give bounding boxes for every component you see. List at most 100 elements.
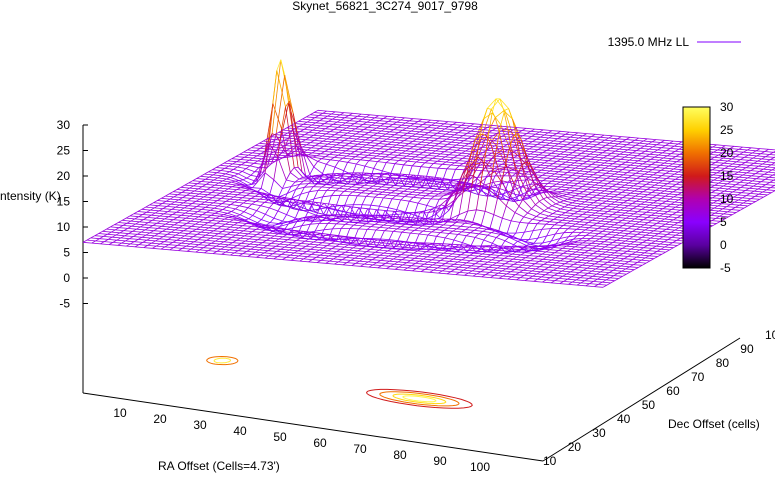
mesh-segment: [455, 137, 460, 141]
mesh-segment: [392, 173, 397, 176]
mesh-segment: [118, 222, 127, 224]
mesh-segment: [174, 199, 179, 203]
mesh-segment: [365, 114, 371, 118]
mesh-segment: [380, 153, 390, 155]
mesh-segment: [541, 141, 550, 144]
mesh-segment: [484, 210, 494, 215]
mesh-segment: [369, 243, 379, 246]
mesh-segment: [571, 147, 581, 149]
mesh-segment: [106, 226, 111, 230]
mesh-segment: [364, 165, 374, 169]
mesh-segment: [535, 133, 545, 136]
mesh-segment: [465, 257, 475, 259]
mesh-segment: [283, 149, 289, 155]
mesh-segment: [340, 142, 350, 144]
mesh-segment: [579, 165, 588, 167]
mesh-segment: [637, 183, 647, 185]
mesh-segment: [387, 222, 397, 225]
mesh-segment: [584, 252, 594, 254]
mesh-segment: [214, 182, 219, 186]
mesh-segment: [616, 262, 625, 265]
mesh-segment: [195, 193, 200, 197]
mesh-segment: [326, 138, 336, 141]
mesh-segment: [756, 150, 765, 152]
mesh-segment: [756, 178, 766, 180]
mesh-segment: [286, 125, 291, 129]
mesh-segment: [516, 279, 526, 281]
mesh-segment: [553, 190, 563, 192]
mesh-segment: [345, 251, 354, 254]
mesh-segment: [376, 181, 381, 185]
mesh-segment: [138, 214, 143, 218]
mesh-segment: [570, 271, 580, 273]
mesh-segment: [178, 227, 188, 229]
mesh-segment: [542, 152, 552, 154]
mesh-segment: [141, 234, 147, 238]
mesh-segment: [416, 161, 425, 164]
mesh-segment: [359, 154, 369, 156]
mesh-segment: [478, 149, 487, 151]
mesh-segment: [517, 240, 527, 246]
mesh-segment: [199, 219, 204, 223]
mesh-segment: [476, 209, 486, 212]
mesh-segment: [463, 140, 473, 142]
mesh-segment: [653, 202, 663, 204]
mesh-segment: [237, 192, 242, 196]
mesh-segment: [559, 148, 568, 151]
mesh-segment: [207, 220, 213, 224]
mesh-segment: [601, 197, 611, 200]
mesh-segment: [307, 256, 317, 258]
mesh-segment: [506, 205, 516, 213]
mesh-segment: [327, 195, 332, 208]
mesh-segment: [192, 231, 202, 233]
mesh-segment: [316, 178, 325, 180]
mesh-segment: [580, 277, 589, 279]
mesh-segment: [426, 251, 436, 253]
mesh-segment: [426, 228, 436, 230]
mesh-segment: [721, 147, 731, 149]
mesh-segment: [336, 251, 346, 253]
mesh-segment: [325, 262, 335, 265]
mesh-segment: [310, 140, 315, 143]
mesh-segment: [639, 221, 649, 223]
mesh-segment: [564, 263, 574, 265]
mesh-segment: [428, 160, 438, 162]
mesh-segment: [166, 228, 176, 231]
mesh-segment: [343, 134, 353, 137]
mesh-segment: [455, 222, 465, 224]
mesh-segment: [298, 203, 304, 210]
mesh-segment: [669, 198, 679, 201]
mesh-segment: [150, 235, 155, 239]
mesh-segment: [276, 198, 282, 202]
mesh-segment: [218, 231, 223, 235]
mesh-segment: [337, 256, 347, 258]
mesh-segment: [556, 210, 566, 214]
mesh-segment: [184, 184, 194, 187]
mesh-segment: [483, 239, 493, 244]
mesh-segment: [629, 266, 639, 268]
mesh-segment: [546, 172, 555, 175]
mesh-segment: [549, 142, 559, 145]
mesh-segment: [278, 220, 283, 224]
mesh-segment: [644, 173, 654, 176]
mesh-segment: [343, 241, 353, 244]
mesh-segment: [184, 207, 193, 210]
mesh-segment: [90, 235, 95, 239]
mesh-segment: [263, 245, 268, 249]
mesh-segment: [458, 130, 463, 133]
mesh-segment: [550, 175, 560, 178]
mesh-segment: [197, 239, 207, 241]
mesh-segment: [535, 161, 545, 164]
mesh-segment: [120, 237, 130, 240]
mesh-segment: [378, 138, 387, 140]
mesh-segment: [522, 130, 531, 132]
mesh-segment: [710, 159, 720, 161]
mesh-segment: [593, 281, 603, 283]
mesh-segment: [279, 222, 284, 227]
mesh-segment: [192, 180, 202, 182]
mesh-segment: [383, 115, 388, 119]
mesh-segment: [564, 206, 574, 209]
mesh-segment: [429, 193, 439, 195]
mesh-segment: [241, 190, 246, 193]
mesh-segment: [520, 147, 530, 150]
